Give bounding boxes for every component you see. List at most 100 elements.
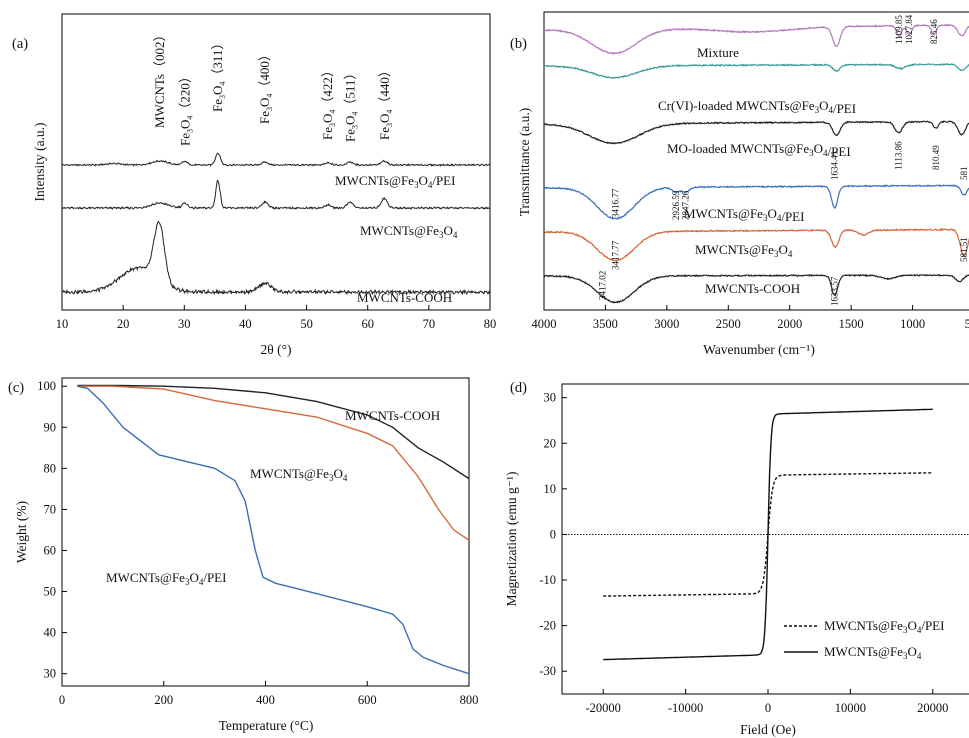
panel-a-peak-label: Fe3O4（511）: [343, 67, 360, 142]
panel-d-series-line: [603, 408, 933, 661]
panel-b-series-label: Mixture: [697, 45, 739, 60]
panel-c-xtick-label: 600: [358, 693, 377, 707]
panel-c-series-line: [77, 385, 470, 675]
panel-c-series-label: MWCNTs-COOH: [345, 408, 440, 423]
panel-b-series-label: MO-loaded MWCNTs@Fe3O4/PEI: [667, 141, 851, 159]
panel-b-series-label: Cr(VI)-loaded MWCNTs@Fe3O4/PEI: [658, 98, 856, 116]
panel-c-ylabel: Weight (%): [14, 501, 29, 563]
panel-a-label: (a): [12, 36, 28, 52]
panel-d: (d) -20000 -10000 0 10000 20000 -30 -20 -10 0 10 2…: [504, 380, 969, 737]
panel-b-xtick-label: 1500: [839, 317, 864, 331]
panel-d-xtick-label: -20000: [585, 701, 620, 715]
panel-d-ylabel: Magnetization (emu g⁻¹): [504, 472, 519, 607]
panel-b-peak-label: 825.46: [929, 19, 939, 44]
panel-d-xtick-label: 10000: [835, 701, 866, 715]
panel-d-ytick-label: -20: [539, 619, 556, 633]
panel-a-xtick-label: 40: [239, 317, 252, 331]
panel-d-legend-label: MWCNTs@Fe3O4/PEI: [824, 618, 944, 635]
panel-a-peak-label: Fe3O4（400）: [257, 48, 274, 124]
panel-a-peak-label: Fe3O4（311）: [210, 37, 227, 112]
panel-b-peak-label: 3416.77: [611, 188, 621, 218]
panel-a-xtick-label: 20: [117, 317, 130, 331]
panel-b-peak-label: 810.49: [931, 145, 941, 170]
panel-b-xtick-label: 1000: [900, 317, 925, 331]
panel-c-xtick-label: 400: [256, 693, 275, 707]
panel-b-peak-label: 1113.86: [894, 141, 904, 170]
panel-d-label: (d): [510, 380, 527, 396]
panel-b-series-line: [543, 184, 969, 220]
panel-d-ytick-label: 20: [544, 436, 557, 450]
panel-b-peak-label: 1109.85: [894, 15, 904, 44]
panel-c-series-line: [77, 385, 470, 541]
panel-c-xtick-label: 0: [59, 693, 65, 707]
panel-b-series-label: MWCNTs@Fe3O4/PEI: [684, 206, 804, 224]
panel-b-series-label: MWCNTs-COOH: [705, 281, 800, 296]
panel-c-ytick-label: 70: [44, 502, 57, 516]
panel-c-xtick-label: 800: [460, 693, 479, 707]
panel-c-ytick-label: 30: [44, 667, 57, 681]
panel-b-series-label: MWCNTs@Fe3O4: [695, 242, 793, 259]
panel-c-frame: [61, 377, 470, 687]
panel-c-series-label: MWCNTs@Fe3O4: [250, 466, 348, 483]
panel-c-label: (c): [8, 380, 24, 396]
panel-c-ytick-label: 80: [44, 461, 57, 475]
panel-c-ytick-label: 60: [44, 543, 57, 557]
panel-b-xlabel: Wavenumber (cm⁻¹): [703, 342, 815, 357]
panel-b-xtick-label: 3000: [654, 317, 679, 331]
panel-c-ytick-label: 90: [44, 420, 57, 434]
panel-c: (c) 0 200 400 600 800 30 40 50 60 70 80 90 100 MWCNT…: [8, 377, 479, 733]
panel-a-series-line: [61, 152, 491, 167]
panel-d-legend-label: MWCNTs@Fe3O4: [824, 644, 922, 661]
panel-b-xtick-label: 3500: [593, 317, 618, 331]
panel-c-series-label: MWCNTs@Fe3O4/PEI: [106, 570, 226, 587]
panel-a-series-line: [61, 179, 491, 211]
panel-d-xtick-label: 0: [765, 701, 771, 715]
panel-a-xtick-label: 70: [423, 317, 436, 331]
panel-a-series-line: [61, 221, 491, 296]
panel-c-ytick-label: 50: [44, 585, 57, 599]
panel-b-series-line: [543, 273, 969, 304]
panel-a-xlabel: 2θ (°): [261, 342, 292, 357]
panel-d-ytick-label: 10: [544, 482, 557, 496]
panel-c-ytick-label: 100: [37, 379, 56, 393]
panel-a-xtick-label: 10: [56, 317, 69, 331]
panel-b-peak-label: 1633.57: [830, 276, 840, 306]
panel-a-peak-label: Fe3O4（422）: [320, 64, 337, 140]
panel-b-peak-label: 3417.02: [598, 271, 608, 300]
panel-c-xlabel: Temperature (°C): [219, 718, 314, 733]
panel-a-series-label: MWCNTs@Fe3O4: [360, 223, 458, 240]
panel-b-peak-label: 3417.77: [611, 240, 621, 270]
panel-b-series-line: [543, 23, 969, 56]
panel-c-xtick-label: 200: [154, 693, 173, 707]
panel-b: (b) 4000 3500 3000 2500 2000 1500 1000 500 Mixt…: [510, 11, 969, 357]
panel-d-xtick-label: 20000: [917, 701, 948, 715]
panel-b-series-line: [543, 227, 969, 262]
panel-d-ytick-label: 30: [544, 391, 557, 405]
panel-b-peak-label: 2926.59: [671, 190, 681, 220]
panel-a-series-label: MWCNTs@Fe3O4/PEI: [335, 173, 455, 190]
panel-b-series-line: [543, 120, 969, 145]
panel-a-peak-label: MWCNTs（002）: [152, 29, 167, 128]
panel-a-frame: [61, 13, 491, 311]
panel-b-peak-label: 2847.26: [681, 190, 691, 220]
panel-c-ytick-label: 40: [44, 626, 57, 640]
panel-b-xtick-label: 500: [965, 317, 969, 331]
panel-b-xtick-label: 4000: [532, 317, 557, 331]
panel-b-frame: [543, 11, 969, 311]
panel-d-xtick-label: -10000: [668, 701, 703, 715]
panel-a: (a) 10 20 30 40 50 60 70 80 MWCNTs（002） Fe3O4（22…: [12, 13, 496, 357]
panel-b-xtick-label: 2000: [777, 317, 802, 331]
panel-b-series-line: [543, 62, 969, 80]
panel-a-series-label: MWCNTs-COOH: [357, 290, 452, 305]
panel-d-ytick-label: -30: [539, 664, 556, 678]
panel-d-xlabel: Field (Oe): [740, 722, 796, 737]
panel-a-peak-label: Fe3O4（440）: [377, 64, 394, 140]
panel-b-xtick-label: 2500: [716, 317, 741, 331]
panel-d-ytick-label: -10: [539, 573, 556, 587]
panel-b-peak-label: 581.51: [959, 237, 969, 262]
panel-b-peak-label: 581: [959, 167, 969, 181]
panel-b-peak-label: 1634.41: [830, 151, 840, 180]
panel-b-peak-label: 1027.84: [904, 14, 914, 44]
panel-a-xtick-label: 30: [178, 317, 191, 331]
